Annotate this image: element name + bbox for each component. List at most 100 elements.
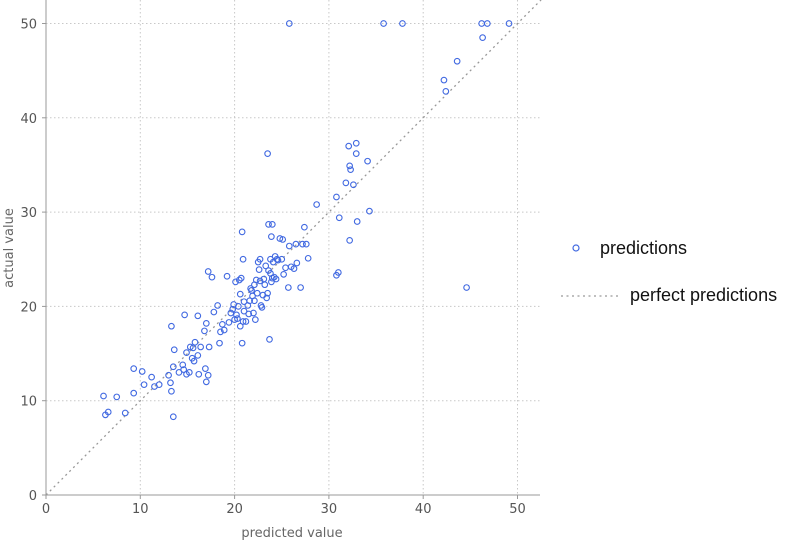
data-point: [238, 228, 246, 236]
reference-line-group: [45, 0, 542, 496]
data-point: [273, 255, 281, 263]
data-point: [175, 369, 183, 376]
data-point: [236, 322, 244, 330]
data-point: [189, 344, 197, 352]
data-point: [220, 326, 228, 334]
data-point: [232, 278, 239, 286]
data-point: [463, 284, 470, 291]
data-point: [335, 214, 343, 222]
data-point: [180, 366, 188, 373]
data-point: [345, 142, 353, 150]
data-point: [186, 343, 194, 351]
data-point: [205, 343, 213, 351]
legend: predictions perfect predictions: [561, 238, 777, 305]
data-point: [104, 408, 112, 416]
data-point: [440, 76, 448, 84]
data-point: [347, 166, 354, 174]
data-point: [121, 409, 129, 417]
data-point: [334, 269, 342, 276]
x-tick-label: 30: [321, 502, 338, 517]
data-point: [290, 265, 298, 273]
data-point: [246, 297, 254, 305]
y-tick-label: 30: [20, 206, 37, 221]
data-point: [130, 389, 138, 397]
data-point: [278, 255, 286, 263]
data-point: [258, 303, 266, 311]
data-point: [191, 338, 199, 346]
x-tick-label: 10: [132, 502, 149, 517]
data-point: [270, 273, 278, 281]
y-axis-label: actual value: [2, 208, 17, 288]
data-point: [216, 339, 223, 347]
data-point: [140, 381, 148, 389]
data-point: [185, 369, 193, 376]
data-point: [380, 20, 387, 27]
data-point: [236, 290, 244, 298]
data-point: [234, 315, 241, 323]
data-point: [247, 285, 254, 292]
data-point: [181, 311, 188, 319]
data-point: [165, 371, 172, 379]
data-point: [256, 277, 264, 285]
data-point: [169, 363, 177, 371]
data-point: [505, 20, 513, 27]
data-point: [253, 289, 261, 297]
y-tick-label: 20: [20, 300, 37, 315]
data-point: [245, 310, 253, 318]
y-ticks: 0 10 20 30 40 50: [20, 18, 46, 504]
data-point: [251, 297, 258, 305]
data-point: [235, 276, 243, 284]
data-point: [302, 240, 310, 248]
data-point: [227, 309, 235, 317]
x-tick-label: 50: [509, 502, 526, 517]
data-point: [168, 322, 175, 330]
data-point: [364, 157, 371, 165]
data-point: [155, 381, 163, 389]
data-point: [346, 162, 353, 170]
data-point: [239, 318, 247, 325]
data-point: [195, 370, 203, 378]
data-point: [238, 339, 246, 347]
data-point: [346, 237, 353, 244]
data-point: [399, 20, 406, 27]
data-point: [251, 316, 259, 323]
data-point: [223, 272, 231, 280]
data-point: [214, 302, 221, 309]
data-point: [268, 278, 275, 286]
data-point: [183, 349, 190, 356]
y-tick-label: 50: [20, 18, 37, 33]
grid-lines: [46, 0, 540, 495]
data-point: [285, 242, 293, 250]
data-point: [292, 240, 300, 248]
data-point: [242, 318, 250, 325]
data-point: [250, 309, 257, 317]
data-point: [167, 379, 174, 387]
data-point: [225, 319, 233, 326]
data-point: [313, 201, 320, 208]
data-point: [169, 413, 177, 421]
data-point: [353, 218, 361, 225]
data-point: [293, 259, 301, 267]
data-point: [272, 275, 280, 283]
data-point: [237, 274, 245, 282]
perfect-predictions-line: [45, 0, 542, 496]
data-point: [240, 307, 248, 315]
data-point: [350, 181, 357, 189]
data-point: [267, 270, 274, 277]
data-point: [190, 357, 198, 365]
legend-label-predictions: predictions: [600, 238, 687, 258]
data-point: [113, 393, 121, 401]
data-point: [255, 266, 263, 273]
x-ticks: 0 10 20 30 40 50: [42, 495, 526, 517]
data-point: [263, 294, 271, 302]
data-point: [352, 150, 360, 157]
data-point: [252, 276, 260, 284]
data-point: [202, 378, 210, 386]
axes: [45, 0, 540, 496]
data-point: [239, 255, 247, 263]
data-point: [265, 221, 272, 228]
data-point: [453, 57, 461, 65]
data-point: [297, 284, 304, 291]
data-point: [285, 284, 292, 291]
